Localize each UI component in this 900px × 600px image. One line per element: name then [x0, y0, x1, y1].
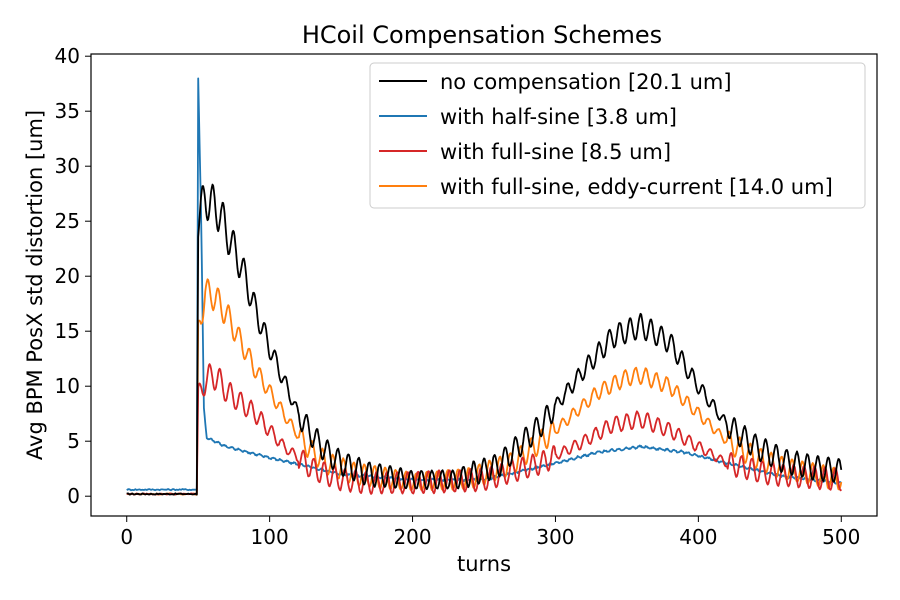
series-line-2 [126, 363, 843, 496]
y-axis-label: Avg BPM PosX std distortion [um] [23, 110, 47, 460]
x-tick-label: 500 [822, 525, 860, 549]
y-tick-label: 10 [55, 374, 80, 398]
y-tick-label: 25 [55, 209, 80, 233]
chart-title: HCoil Compensation Schemes [302, 21, 662, 49]
y-tick-label: 20 [55, 264, 80, 288]
x-tick-label: 400 [679, 525, 717, 549]
y-axis: 0 5 10 15 20 25 30 35 40 [55, 44, 91, 508]
y-tick-label: 40 [55, 44, 80, 68]
x-tick-label: 300 [536, 525, 574, 549]
legend-box [369, 62, 866, 209]
plot-frame [90, 53, 878, 517]
y-tick-label: 5 [67, 429, 80, 453]
y-tick-label: 0 [67, 484, 80, 508]
legend-label: with full-sine [8.5 um] [440, 140, 671, 164]
x-tick-label: 200 [393, 525, 431, 549]
x-axis-label: turns [457, 552, 511, 576]
y-tick-label: 30 [55, 154, 80, 178]
legend-label: with full-sine, eddy-current [14.0 um] [440, 175, 833, 199]
y-tick-label: 35 [55, 99, 80, 123]
legend-label: no compensation [20.1 um] [440, 70, 732, 94]
legend: no compensation [20.1 um] with half-sine … [369, 62, 866, 209]
y-tick-label: 15 [55, 319, 80, 343]
x-axis: 0 100 200 300 400 500 [120, 516, 860, 549]
legend-label: with half-sine [3.8 um] [440, 105, 677, 129]
series-line-0 [126, 183, 843, 496]
x-tick-label: 100 [251, 525, 289, 549]
x-tick-label: 0 [120, 525, 133, 549]
